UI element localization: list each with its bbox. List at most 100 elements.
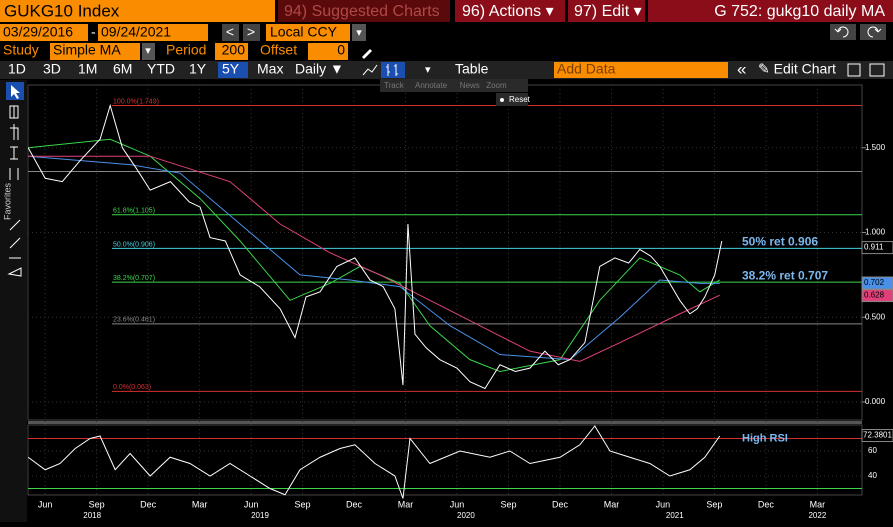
collapse[interactable]: « — [737, 59, 746, 78]
x-tick-label: Mar — [192, 499, 208, 509]
reset-box[interactable] — [496, 93, 528, 106]
chart-name: G 752: gukg10 daily MA — [714, 3, 885, 20]
redo-button[interactable] — [860, 24, 886, 40]
study-label: Study — [3, 42, 39, 58]
level-label: 100.0%(1.749) — [113, 98, 159, 105]
edit-chart[interactable]: ✎ Edit Chart — [758, 61, 836, 77]
currency-drop: ▾ — [356, 27, 362, 39]
period-button[interactable]: 3D — [43, 61, 61, 77]
currency-drop-box[interactable] — [352, 24, 366, 41]
rsi-tick-label: 60 — [868, 446, 877, 455]
study-value: Simple MA — [53, 42, 121, 58]
x-tick-label: Sep — [706, 499, 722, 509]
period-button[interactable]: 1M — [78, 61, 97, 77]
year-label: 2020 — [457, 511, 475, 520]
price-panel — [27, 84, 863, 421]
x-tick-label: Jun — [656, 499, 671, 509]
price-line — [27, 103, 723, 390]
period-button[interactable]: YTD — [147, 61, 175, 77]
rsi-annotation: High RSI — [742, 432, 788, 444]
last-value-box — [861, 241, 893, 255]
rsi-last-box — [861, 429, 893, 443]
annotation: 38.2% ret 0.707 — [742, 268, 828, 282]
bar-icon — [386, 64, 398, 76]
next-button[interactable] — [243, 24, 260, 41]
undo-icon — [834, 26, 849, 38]
period-label: Period — [166, 42, 206, 58]
period-button[interactable]: 1Y — [189, 61, 207, 77]
currency: Local CCY — [270, 24, 338, 40]
reset-dot — [500, 98, 504, 102]
popup-item[interactable]: News — [460, 81, 480, 90]
popup-item[interactable]: Annotate — [415, 81, 448, 90]
currency-box[interactable] — [266, 24, 350, 41]
x-tick-label: Dec — [552, 499, 569, 509]
level-label: 23.6%(0.461) — [113, 317, 155, 324]
x-tick-label: Jun — [38, 499, 53, 509]
prev-button[interactable] — [222, 24, 239, 41]
next: > — [247, 24, 255, 40]
add-data: Add Data — [557, 61, 616, 77]
y-tick-label: 1.500 — [865, 143, 886, 152]
end-box[interactable] — [98, 24, 208, 41]
x-tick-label: Dec — [758, 499, 775, 509]
security-box[interactable] — [0, 0, 275, 22]
actions-button[interactable] — [455, 0, 565, 22]
pencil-icon[interactable] — [362, 49, 372, 59]
last-value-box — [861, 289, 893, 303]
popup-bar — [380, 79, 528, 92]
expand-icon[interactable] — [869, 63, 885, 77]
popup-item[interactable]: Track — [384, 81, 405, 90]
redo-icon — [867, 26, 882, 38]
period: 200 — [222, 42, 246, 58]
study-box[interactable] — [50, 43, 140, 60]
x-tick-label: Jun — [450, 499, 465, 509]
popup-item[interactable]: Zoom — [486, 81, 507, 90]
annotation: 50% ret 0.906 — [742, 235, 818, 249]
rsi-line — [27, 425, 721, 499]
undo-button[interactable] — [830, 24, 856, 40]
study-drop-box[interactable] — [142, 43, 155, 60]
pointer-icon — [11, 85, 20, 99]
frequency[interactable]: Daily ▼ — [295, 61, 344, 77]
dash: - — [91, 24, 96, 40]
last-value: 0.911 — [864, 243, 884, 252]
moving-average — [28, 155, 720, 362]
edit-button[interactable] — [568, 0, 645, 22]
year-label: 2021 — [666, 511, 684, 520]
period-button[interactable]: 6M — [113, 61, 132, 77]
year-label: 2019 — [251, 511, 269, 520]
level-label: 0.0%(0.063) — [113, 384, 151, 391]
line-icon[interactable] — [362, 64, 378, 76]
offset-box[interactable] — [308, 43, 348, 60]
period-button[interactable]: 1D — [8, 61, 26, 77]
actions: 96) Actions ▾ — [462, 3, 554, 20]
reset: Reset — [509, 95, 531, 104]
bar-icon-box[interactable] — [381, 62, 405, 78]
x-tick-label: Sep — [295, 499, 311, 509]
year-label: 2018 — [83, 511, 101, 520]
end-date: 09/24/2021 — [101, 24, 171, 40]
security: GUKG10 Index — [4, 1, 120, 20]
last-value-box — [861, 276, 893, 290]
rsi-panel — [27, 424, 863, 496]
period-button[interactable]: Max — [257, 61, 283, 77]
period-selected — [218, 62, 248, 78]
table-button[interactable]: Table — [455, 61, 489, 77]
x-tick-label: Sep — [500, 499, 516, 509]
x-tick-label: Mar — [810, 499, 826, 509]
study-drop: ▾ — [145, 45, 151, 57]
rsi-tick-label: 40 — [868, 471, 877, 480]
chart-type-drop[interactable]: ▾ — [425, 64, 431, 76]
start-date: 03/29/2016 — [3, 24, 73, 40]
rsi-last: 72.3801 — [863, 431, 892, 440]
x-tick-label: Sep — [89, 499, 105, 509]
period-button[interactable]: 5Y — [222, 61, 240, 77]
start-box[interactable] — [0, 24, 88, 41]
period-box[interactable] — [215, 43, 248, 60]
level-label: 61.8%(1.105) — [113, 208, 155, 215]
suggested-button[interactable] — [278, 0, 450, 22]
add-data-box[interactable] — [554, 62, 728, 78]
settings-icon[interactable] — [847, 63, 861, 77]
last-value: 0.702 — [864, 278, 885, 287]
